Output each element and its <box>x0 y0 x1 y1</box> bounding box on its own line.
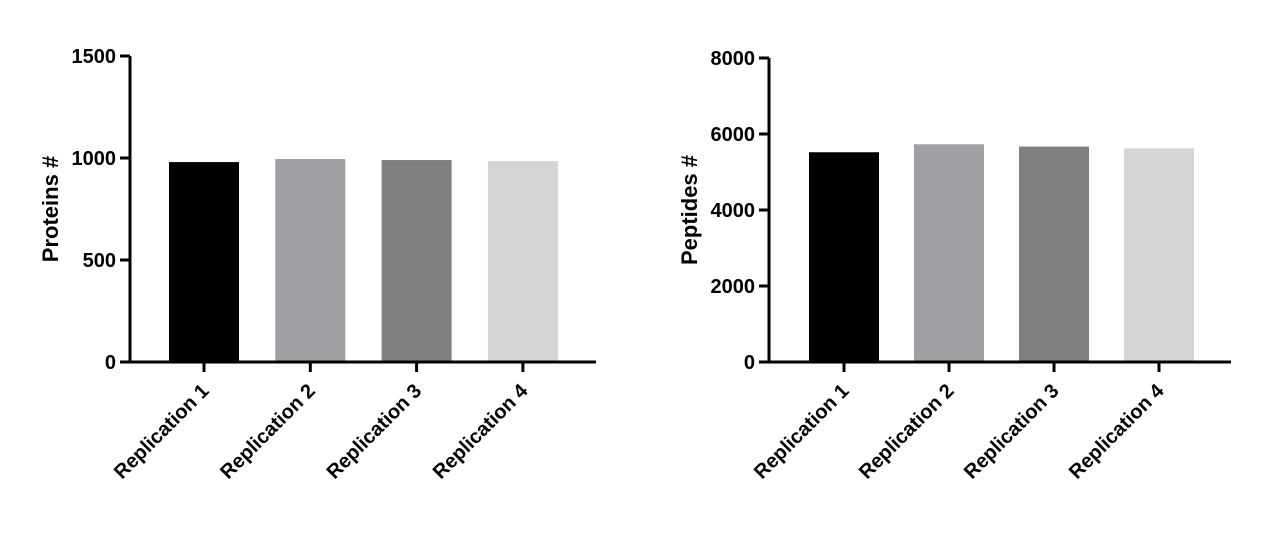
y-tick-label: 4000 <box>711 200 756 222</box>
y-tick-label: 0 <box>744 352 755 374</box>
bar-1 <box>809 152 879 362</box>
category-label: Replication 1 <box>110 380 214 484</box>
y-tick-label: 6000 <box>711 124 756 146</box>
y-tick-label: 500 <box>83 250 116 272</box>
bar-1 <box>169 162 239 362</box>
y-tick-label: 1000 <box>72 148 117 170</box>
bar-3 <box>1019 146 1089 362</box>
category-label: Replication 2 <box>216 380 320 484</box>
category-label: Replication 3 <box>323 380 427 484</box>
category-label: Replication 4 <box>429 379 533 483</box>
y-tick-label: 8000 <box>711 48 756 70</box>
category-label: Replication 4 <box>1065 379 1169 483</box>
y-tick-label: 0 <box>105 352 116 374</box>
y-axis-title: Peptides # <box>677 155 702 265</box>
category-label: Replication 2 <box>855 380 959 484</box>
bar-3 <box>381 160 452 362</box>
y-axis-title: Proteins # <box>38 156 63 262</box>
y-tick-label: 1500 <box>72 46 117 68</box>
category-label: Replication 3 <box>960 380 1064 484</box>
bar-2 <box>914 144 984 362</box>
y-tick-label: 2000 <box>711 276 756 298</box>
bar-4 <box>1124 148 1194 362</box>
bar-2 <box>275 159 346 362</box>
category-label: Replication 1 <box>750 380 854 484</box>
bar-4 <box>487 161 558 362</box>
